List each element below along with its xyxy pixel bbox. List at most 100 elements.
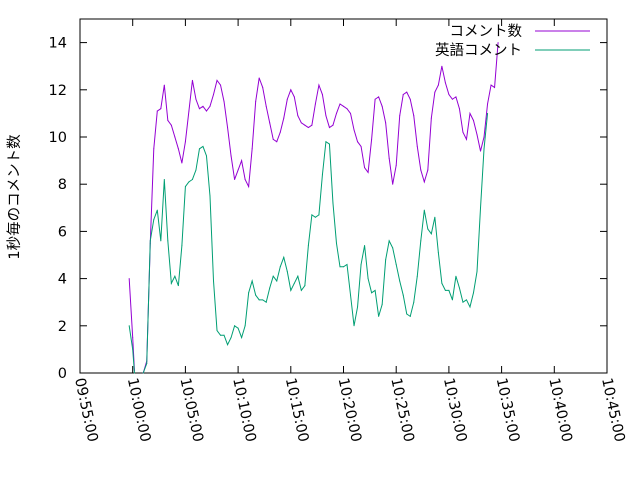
data-point xyxy=(227,127,229,129)
data-point xyxy=(223,101,225,103)
data-point xyxy=(434,91,436,93)
data-point xyxy=(378,96,380,98)
legend-entry-1: コメント数 xyxy=(450,23,590,40)
data-point xyxy=(279,131,281,133)
x-tick-label: 10:00:00 xyxy=(124,377,153,444)
data-point xyxy=(381,304,383,306)
data-point xyxy=(476,271,478,273)
data-point xyxy=(230,337,232,339)
data-point xyxy=(163,178,165,180)
data-point xyxy=(437,252,439,254)
series-line xyxy=(128,113,489,374)
data-point xyxy=(420,240,422,242)
data-point xyxy=(371,292,373,294)
y-tick-label: 2 xyxy=(58,319,67,335)
x-tick-label: 09:55:00 xyxy=(71,377,100,444)
data-point xyxy=(237,327,239,329)
data-point xyxy=(181,245,183,247)
data-point xyxy=(325,115,327,117)
data-point xyxy=(462,131,464,133)
legend-label: コメント数 xyxy=(450,23,523,40)
data-point xyxy=(350,294,352,296)
data-point xyxy=(205,110,207,112)
data-point xyxy=(423,181,425,183)
data-point xyxy=(385,259,387,261)
data-point xyxy=(335,112,337,114)
data-point xyxy=(202,145,204,147)
data-point xyxy=(413,301,415,303)
data-point xyxy=(395,263,397,265)
data-point xyxy=(262,86,264,88)
data-point xyxy=(230,155,232,157)
data-point xyxy=(244,325,246,327)
data-point xyxy=(314,216,316,218)
data-point xyxy=(413,115,415,117)
data-point xyxy=(444,82,446,84)
data-point xyxy=(304,124,306,126)
data-point xyxy=(321,174,323,176)
data-point xyxy=(409,98,411,100)
y-tick-label: 12 xyxy=(49,83,67,99)
data-point xyxy=(146,363,148,365)
data-point xyxy=(227,344,229,346)
data-point xyxy=(174,275,176,277)
data-point xyxy=(487,112,489,114)
data-point xyxy=(346,108,348,110)
data-point xyxy=(374,289,376,291)
data-point xyxy=(328,127,330,129)
x-tick-label: 10:45:00 xyxy=(598,377,627,444)
data-point xyxy=(343,266,344,268)
data-point xyxy=(177,148,179,150)
data-point xyxy=(307,127,309,129)
data-point xyxy=(220,84,222,86)
data-point xyxy=(343,105,344,107)
data-point xyxy=(441,65,443,67)
data-point xyxy=(476,134,478,136)
data-point xyxy=(480,207,482,209)
data-point xyxy=(297,115,299,117)
data-point xyxy=(307,245,309,247)
y-tick-label: 10 xyxy=(49,130,67,146)
data-point xyxy=(213,280,215,282)
data-point xyxy=(300,122,302,124)
data-point xyxy=(472,292,474,294)
data-point xyxy=(388,157,390,159)
data-point xyxy=(128,278,130,280)
data-point xyxy=(142,372,144,374)
data-point xyxy=(241,337,243,339)
data-point xyxy=(367,171,369,173)
data-point xyxy=(304,285,306,287)
data-point xyxy=(251,280,253,282)
data-point xyxy=(430,117,432,119)
data-point xyxy=(385,122,387,124)
data-point xyxy=(128,325,130,327)
data-point xyxy=(325,141,327,143)
data-point xyxy=(448,94,450,96)
data-point xyxy=(156,110,158,112)
data-point xyxy=(360,145,362,147)
data-point xyxy=(205,155,207,157)
data-point xyxy=(132,337,134,339)
data-point xyxy=(297,275,299,277)
data-point xyxy=(290,89,292,91)
data-point xyxy=(364,245,366,247)
data-point xyxy=(497,42,499,44)
x-tick-label: 10:05:00 xyxy=(176,377,205,444)
data-point xyxy=(272,275,274,277)
data-point xyxy=(318,84,320,86)
legend-label: 英語コメント xyxy=(435,41,522,59)
data-point xyxy=(279,266,281,268)
data-point xyxy=(332,202,334,204)
data-point xyxy=(216,330,218,332)
data-point xyxy=(469,306,471,308)
data-point xyxy=(360,263,362,265)
y-tick-label: 8 xyxy=(58,177,67,193)
data-point xyxy=(451,98,453,100)
data-point xyxy=(290,289,292,291)
data-point xyxy=(160,240,162,242)
data-point xyxy=(258,77,260,79)
data-point xyxy=(167,119,169,121)
data-point xyxy=(133,372,135,374)
data-point xyxy=(198,148,200,150)
